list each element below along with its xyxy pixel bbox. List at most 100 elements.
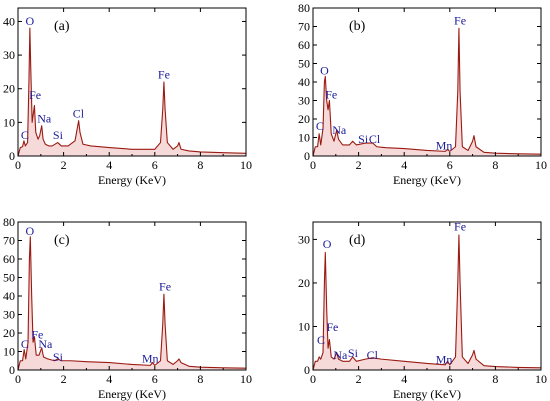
y-tick-label: 70 <box>298 20 310 34</box>
y-tick-label: 30 <box>3 48 15 62</box>
y-tick-label: 0 <box>304 363 310 377</box>
spectrum-fill <box>313 235 541 370</box>
peak-label: Cl <box>367 348 379 362</box>
x-tick-label: 0 <box>15 372 21 386</box>
peak-label: C <box>21 337 29 351</box>
y-tick-label: 0 <box>9 363 15 377</box>
peak-label: Fe <box>29 88 41 102</box>
peak-label: O <box>323 237 332 251</box>
x-tick-label: 8 <box>492 158 498 172</box>
peak-label: O <box>26 14 35 28</box>
spectrum-line <box>312 234 542 371</box>
y-tick-label: 50 <box>3 271 15 285</box>
peak-label: Mn <box>142 352 159 366</box>
x-tick-label: 10 <box>240 372 252 386</box>
x-tick-label: 10 <box>535 372 547 386</box>
peak-label: Cl <box>369 132 381 146</box>
x-tick-label: 8 <box>492 372 498 386</box>
peak-label: Mn <box>436 352 453 366</box>
peak-label: Fe <box>325 88 337 102</box>
y-tick-label: 20 <box>3 82 15 96</box>
y-tick-label: 40 <box>3 14 15 28</box>
panel-label: (c) <box>54 233 70 248</box>
y-tick-label: 10 <box>3 345 15 359</box>
x-axis-label: Energy (KeV) <box>98 173 166 187</box>
y-tick-label: 80 <box>3 215 15 229</box>
x-tick-label: 10 <box>535 158 547 172</box>
peak-label: C <box>316 119 324 133</box>
spectrum-fill <box>313 28 541 157</box>
y-tick-label: 40 <box>298 75 310 89</box>
y-tick-label: 10 <box>298 131 310 145</box>
x-tick-label: 10 <box>240 158 252 172</box>
x-tick-label: 8 <box>197 372 203 386</box>
y-tick-label: 60 <box>298 38 310 52</box>
peak-label: Cl <box>73 106 85 120</box>
x-tick-label: 4 <box>401 372 407 386</box>
panel-label: (d) <box>349 233 366 248</box>
peak-label: Fe <box>454 220 466 234</box>
x-tick-label: 4 <box>401 158 407 172</box>
x-tick-label: 6 <box>447 158 453 172</box>
peak-label: Mn <box>436 139 453 153</box>
x-tick-label: 2 <box>61 372 67 386</box>
y-tick-label: 30 <box>298 232 310 246</box>
x-tick-label: 8 <box>197 158 203 172</box>
peak-label: Fe <box>326 320 338 334</box>
peak-label: Na <box>332 123 347 137</box>
peak-label: Na <box>38 337 53 351</box>
peak-label: Si <box>358 132 369 146</box>
peak-label: Si <box>53 350 64 364</box>
y-tick-label: 40 <box>3 289 15 303</box>
y-tick-label: 30 <box>298 94 310 108</box>
peak-label: Si <box>348 346 359 360</box>
peak-label: Fe <box>31 328 43 342</box>
peak-label: C <box>21 128 29 142</box>
plot-frame <box>312 7 542 157</box>
x-axis-label: Energy (KeV) <box>98 387 166 401</box>
x-tick-label: 4 <box>106 158 112 172</box>
y-tick-label: 10 <box>3 115 15 129</box>
x-axis-label: Energy (KeV) <box>393 173 461 187</box>
x-tick-label: 6 <box>152 372 158 386</box>
peak-label: Na <box>37 111 52 125</box>
peak-label: O <box>26 224 35 238</box>
x-tick-label: 6 <box>152 158 158 172</box>
spectrum-fill <box>18 28 246 156</box>
x-tick-label: 0 <box>310 158 316 172</box>
peak-label: C <box>317 333 325 347</box>
x-tick-label: 4 <box>106 372 112 386</box>
x-tick-label: 2 <box>356 372 362 386</box>
panel-label: (b) <box>349 19 366 34</box>
peak-label: Si <box>53 128 64 142</box>
peak-label: Na <box>333 348 348 362</box>
y-tick-label: 0 <box>304 149 310 163</box>
y-tick-label: 80 <box>298 1 310 15</box>
spectrum-line <box>312 27 542 157</box>
x-axis-label: Energy (KeV) <box>393 387 461 401</box>
peak-label: O <box>320 64 329 78</box>
spectrum-line <box>17 27 247 157</box>
y-tick-label: 20 <box>298 112 310 126</box>
x-tick-label: 6 <box>447 372 453 386</box>
y-tick-label: 20 <box>3 326 15 340</box>
peak-label: Fe <box>454 14 466 28</box>
spectrum-fill <box>18 236 246 370</box>
y-tick-label: 30 <box>3 308 15 322</box>
y-tick-label: 20 <box>298 276 310 290</box>
spectrum-line <box>17 236 247 371</box>
peak-label: Fe <box>159 279 171 293</box>
panel-label: (a) <box>54 19 70 34</box>
y-tick-label: 0 <box>9 149 15 163</box>
y-tick-label: 60 <box>3 252 15 266</box>
y-tick-label: 10 <box>298 319 310 333</box>
y-tick-label: 70 <box>3 234 15 248</box>
x-tick-label: 2 <box>356 158 362 172</box>
peak-label: Fe <box>158 68 170 82</box>
y-tick-label: 50 <box>298 57 310 71</box>
